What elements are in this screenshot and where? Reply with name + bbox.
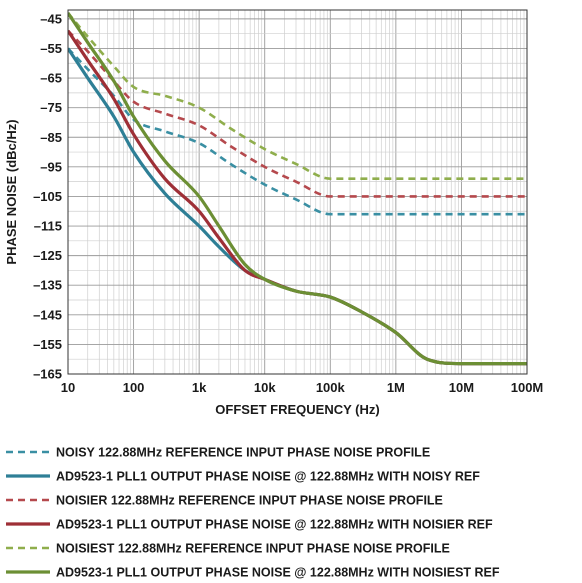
y-tick-label: –165 [33, 367, 62, 382]
tick-labels: 10 100 1k 10k 100k 1M 10M 100M –45 –55 –65 –75 –85 –9… [33, 11, 543, 395]
y-tick-label: –95 [40, 159, 62, 174]
chart-grid [67, 10, 527, 375]
y-tick-label: –105 [33, 189, 62, 204]
legend-label: AD9523-1 PLL1 OUTPUT PHASE NOISE @ 122.8… [56, 518, 493, 532]
x-tick-label: 10 [61, 380, 75, 395]
y-tick-label: –85 [40, 130, 62, 145]
x-axis-title: OFFSET FREQUENCY (Hz) [215, 402, 379, 417]
series-line-5 [68, 12, 527, 366]
x-tick-label: 1k [192, 380, 207, 395]
legend-label: AD9523-1 PLL1 OUTPUT PHASE NOISE @ 122.8… [56, 470, 480, 484]
y-tick-label: –45 [40, 11, 62, 26]
y-tick-label: –145 [33, 307, 62, 322]
x-tick-label: 10k [254, 380, 276, 395]
y-axis-title: PHASE NOISE (dBc/Hz) [4, 119, 19, 264]
chart-axes [67, 9, 528, 375]
x-tick-label: 100M [511, 380, 544, 395]
y-tick-label: –65 [40, 71, 62, 86]
chart-series [68, 12, 527, 366]
series-line-2 [68, 29, 527, 198]
y-tick-label: –155 [33, 337, 62, 352]
series-line-4 [68, 12, 527, 180]
legend-label: AD9523-1 PLL1 OUTPUT PHASE NOISE @ 122.8… [56, 566, 500, 580]
y-tick-label: –55 [40, 41, 62, 56]
x-tick-label: 10M [449, 380, 474, 395]
x-tick-label: 100k [316, 380, 346, 395]
plot-frame [67, 9, 528, 375]
legend-label: NOISIEST 122.88MHz REFERENCE INPUT PHASE… [56, 542, 450, 556]
legend-label: NOISIER 122.88MHz REFERENCE INPUT PHASE … [56, 494, 443, 508]
series-line-0 [68, 47, 527, 216]
y-tick-label: –125 [33, 248, 62, 263]
legend: NOISY 122.88MHz REFERENCE INPUT PHASE NO… [6, 446, 500, 580]
x-tick-label: 100 [123, 380, 145, 395]
legend-label: NOISY 122.88MHz REFERENCE INPUT PHASE NO… [56, 446, 430, 460]
y-tick-label: –115 [34, 219, 62, 234]
x-tick-label: 1M [387, 380, 405, 395]
y-tick-label: –135 [33, 278, 62, 293]
y-tick-label: –75 [40, 100, 62, 115]
